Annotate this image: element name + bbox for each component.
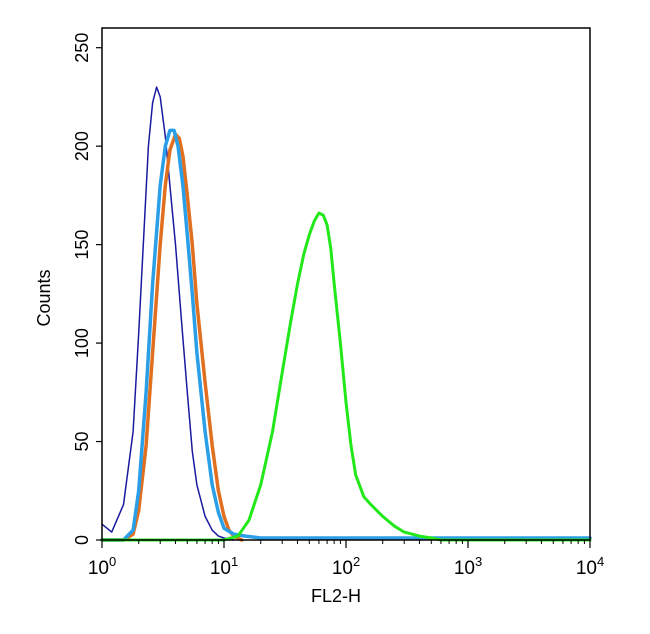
series-line-3: [100, 128, 592, 542]
y-tick-label: 150: [72, 230, 92, 260]
x-tick-label: 101: [210, 554, 238, 579]
y-tick-label: 50: [72, 432, 92, 452]
x-tick-label: 104: [576, 554, 604, 579]
ticks-layer: 0 50 100 150 200 250 100 101 102 103 104: [72, 33, 604, 579]
y-tick-label: 250: [72, 33, 92, 63]
series-line-4: [100, 211, 592, 542]
x-tick-label: 102: [332, 554, 360, 579]
x-tick-label: 103: [454, 554, 482, 579]
x-axis-title: FL2-H: [311, 586, 361, 606]
series-layer: [100, 86, 592, 542]
y-tick-label: 100: [72, 328, 92, 358]
x-tick-label: 100: [88, 554, 116, 579]
y-tick-label: 0: [72, 535, 92, 545]
y-axis-title: Counts: [34, 269, 54, 326]
y-tick-label: 200: [72, 131, 92, 161]
series-line-2: [100, 132, 244, 542]
plot-frame: [101, 27, 591, 541]
